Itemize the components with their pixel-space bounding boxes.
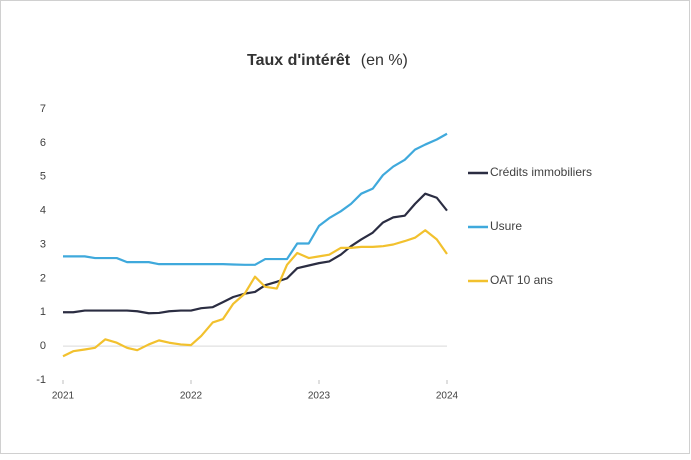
- legend-label: OAT 10 ans: [490, 273, 553, 287]
- y-tick-label: 1: [40, 306, 46, 318]
- y-tick-label: 5: [40, 171, 46, 183]
- chart-subtitle: (en %): [361, 52, 408, 69]
- y-tick-label: 3: [40, 238, 46, 250]
- line-series: [62, 229, 448, 358]
- x-tick-label: 2023: [308, 391, 331, 402]
- chart-title: Taux d'intérêt: [247, 52, 351, 69]
- y-tick-label: 6: [40, 137, 46, 149]
- line-series: [63, 132, 448, 266]
- x-tick-label: 2021: [52, 391, 75, 402]
- legend-label: Usure: [490, 219, 522, 233]
- y-tick-label: 0: [40, 340, 46, 352]
- y-tick-label: 4: [40, 205, 46, 217]
- y-tick-label: -1: [36, 374, 46, 386]
- y-tick-label: 7: [40, 103, 46, 115]
- x-tick-label: 2024: [436, 391, 459, 402]
- x-tick-label: 2022: [180, 391, 203, 402]
- y-tick-label: 2: [40, 272, 46, 284]
- legend-label: Crédits immobiliers: [490, 165, 592, 179]
- line-series: [63, 192, 448, 315]
